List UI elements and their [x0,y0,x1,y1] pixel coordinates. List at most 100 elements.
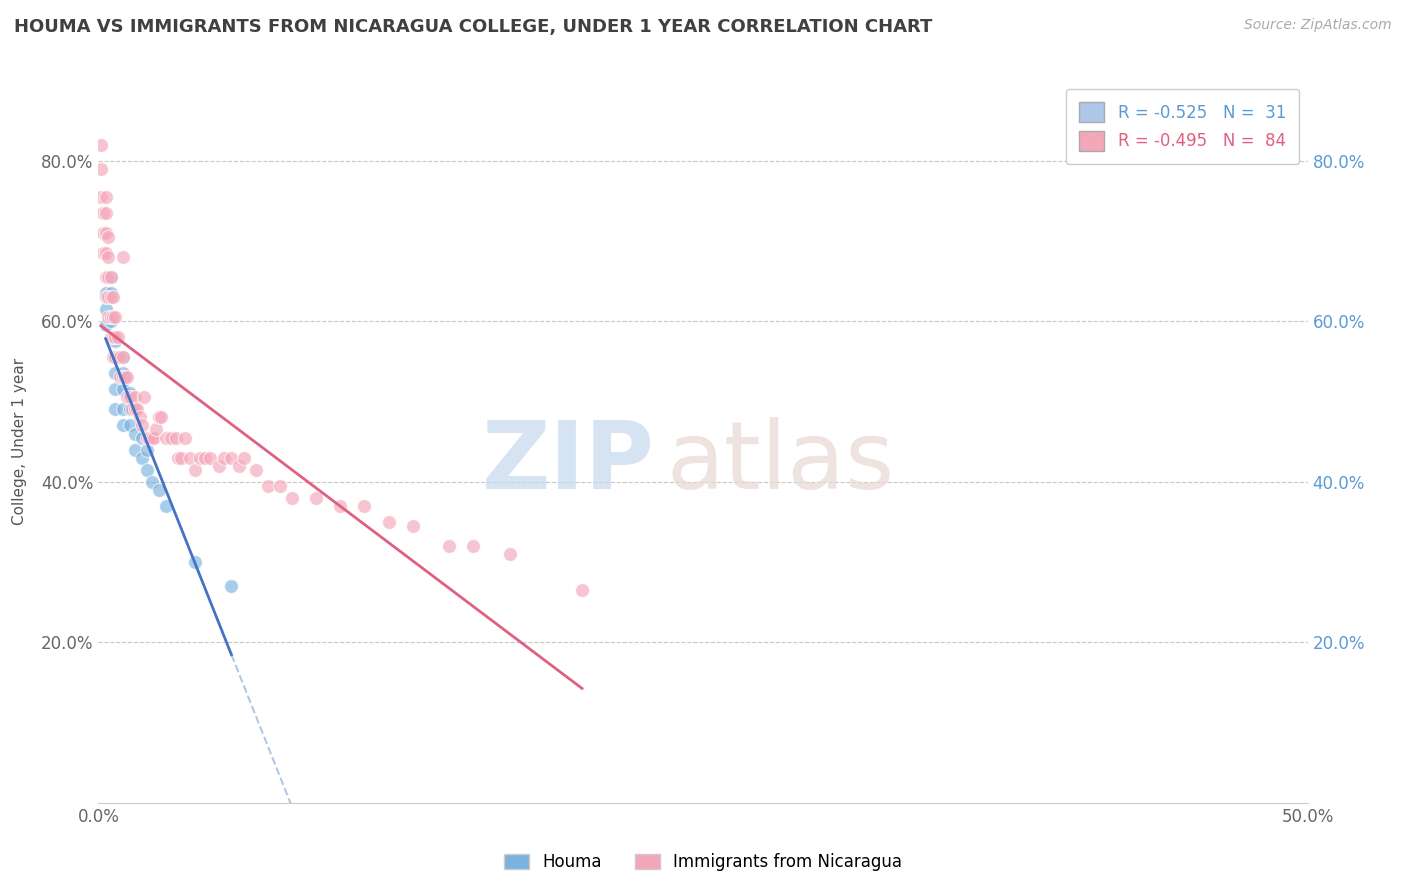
Point [169,450,191,465]
Point [198,450,221,465]
Point [402,518,425,533]
Point [107,350,129,364]
Point [104,330,127,344]
Point [135,462,157,476]
Point [111,402,134,417]
Point [256,478,278,492]
Point [94,205,117,219]
Point [124,390,146,404]
Point [90,137,112,152]
Point [111,350,134,364]
Point [212,450,235,465]
Point [377,515,399,529]
Point [100,269,122,284]
Point [91,245,114,260]
Point [94,285,117,300]
Point [141,475,163,489]
Point [94,301,117,317]
Point [155,499,177,513]
Point [107,330,129,344]
Point [194,450,217,465]
Point [108,350,131,364]
Point [111,250,134,264]
Point [148,483,170,497]
Point [100,285,122,300]
Point [143,430,166,444]
Text: ZIP: ZIP [482,417,655,509]
Point [94,189,117,203]
Point [117,370,139,384]
Point [100,290,122,304]
Point [100,269,122,284]
Point [498,547,520,561]
Point [118,386,141,401]
Point [94,245,117,260]
Text: atlas: atlas [666,417,896,509]
Point [184,462,207,476]
Point [97,250,120,264]
Point [437,539,460,553]
Point [221,579,243,593]
Point [121,402,143,417]
Point [353,499,375,513]
Legend: R = -0.525   N =  31, R = -0.495   N =  84: R = -0.525 N = 31, R = -0.495 N = 84 [1066,88,1299,164]
Point [148,410,170,425]
Point [269,478,291,492]
Point [108,370,131,384]
Point [167,450,190,465]
Point [100,330,122,344]
Point [94,318,117,332]
Point [111,382,134,396]
Point [101,310,124,325]
Point [104,402,127,417]
Point [118,402,141,417]
Point [97,230,120,244]
Text: HOUMA VS IMMIGRANTS FROM NICARAGUA COLLEGE, UNDER 1 YEAR CORRELATION CHART: HOUMA VS IMMIGRANTS FROM NICARAGUA COLLE… [14,18,932,36]
Point [127,402,149,417]
Point [111,350,134,364]
Point [131,450,153,465]
Y-axis label: College, Under 1 year: College, Under 1 year [13,358,27,525]
Point [221,450,243,465]
Point [228,458,250,473]
Point [111,418,134,433]
Point [111,366,134,380]
Point [118,390,141,404]
Point [118,418,141,433]
Point [245,462,267,476]
Point [104,334,127,348]
Point [104,366,127,380]
Point [114,370,136,384]
Point [100,314,122,328]
Point [232,450,254,465]
Point [134,390,156,404]
Point [208,458,231,473]
Point [97,269,120,284]
Point [124,442,146,457]
Point [329,499,352,513]
Point [124,402,146,417]
Point [100,310,122,325]
Point [128,410,150,425]
Point [94,290,117,304]
Point [150,410,173,425]
Legend: Houma, Immigrants from Nicaragua: Houma, Immigrants from Nicaragua [495,845,911,880]
Point [179,450,201,465]
Point [131,430,153,444]
Point [90,161,112,176]
Point [138,430,160,444]
Point [111,370,134,384]
Point [104,310,127,325]
Point [124,426,146,441]
Point [91,226,114,240]
Point [305,491,328,505]
Point [94,226,117,240]
Point [97,310,120,325]
Point [124,402,146,417]
Point [101,290,124,304]
Point [571,583,593,598]
Point [141,430,163,444]
Point [131,418,153,433]
Point [97,290,120,304]
Point [104,350,127,364]
